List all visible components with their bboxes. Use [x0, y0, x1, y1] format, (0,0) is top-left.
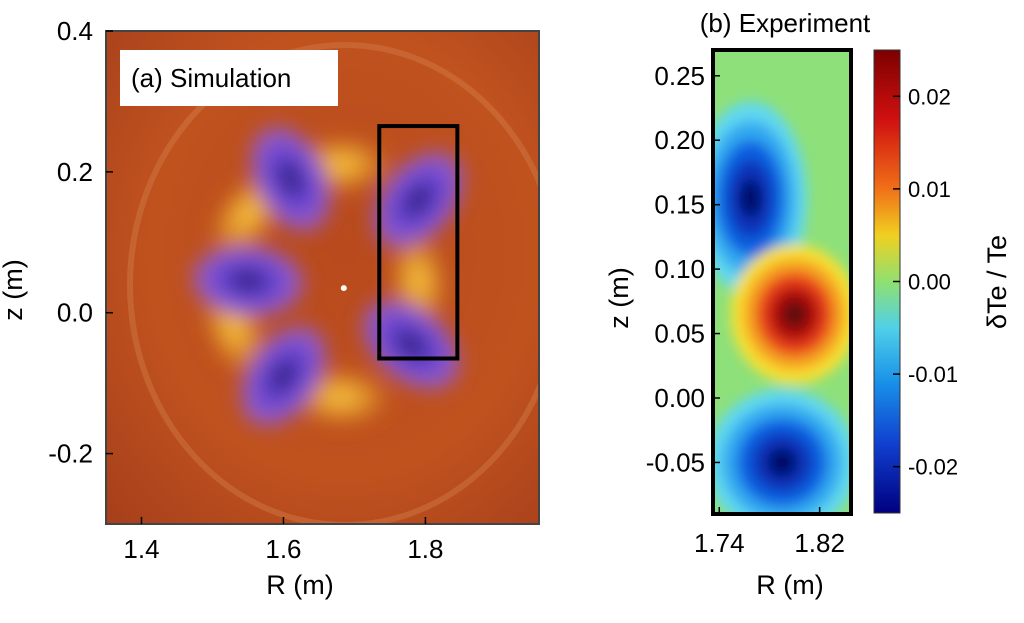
y-tick-label: 0.15 [654, 190, 705, 220]
flux-ring [127, 42, 539, 524]
panel-a-plot-area [106, 31, 539, 524]
x-tick-label: 1.4 [123, 534, 159, 564]
panel-a-label-box: (a) Simulation [120, 50, 338, 106]
cool-contour [766, 447, 798, 478]
y-tick-label: 0.4 [57, 16, 93, 46]
cool-lobe [186, 240, 310, 322]
colorbar-tick-label: -0.01 [908, 362, 958, 387]
panel-a-xlabel: R (m) [266, 570, 333, 600]
x-tick-label: 1.6 [265, 534, 301, 564]
cool-lobe [245, 120, 336, 238]
y-tick-label: 0.00 [654, 383, 705, 413]
cool-lobe [357, 294, 466, 395]
panel-b-axes: 1.74 1.82 0.25 0.20 0.15 0.10 0.05 0.00 -0.05 [646, 61, 845, 558]
panel-a-axes: 1.4 1.6 1.8 0.4 0.2 0.0 -0.2 [48, 16, 443, 564]
x-tick-label: 1.82 [794, 528, 845, 558]
colorbar-label: δTe / Te [982, 235, 1012, 329]
panel-a-ylabel: z (m) [0, 259, 28, 320]
magnetic-axis-marker [340, 285, 347, 292]
y-tick-label: -0.05 [646, 447, 705, 477]
cool-lobe [367, 146, 469, 254]
cool-contour [739, 178, 762, 218]
y-tick-label: 0.10 [654, 254, 705, 284]
panel-a-label: (a) Simulation [131, 63, 291, 93]
panel-b-ylabel: z (m) [604, 267, 634, 328]
colorbar-tick-label: -0.02 [908, 455, 958, 480]
y-tick-label: 0.05 [654, 319, 705, 349]
y-tick-label: 0.2 [57, 157, 93, 187]
panel-b: (b) Experiment 1.74 1.82 0.25 0.20 0.15 0.10 0… [604, 8, 871, 600]
x-tick-label: 1.8 [407, 534, 443, 564]
panel-b-title: (b) Experiment [700, 8, 871, 38]
experiment-window-box [377, 124, 460, 361]
y-tick-label: 0.20 [654, 125, 705, 155]
colorbar-tick-label: 0.01 [908, 177, 951, 202]
panel-b-xlabel: R (m) [756, 570, 823, 600]
panel-b-frame [711, 48, 853, 516]
y-tick-label: 0.0 [57, 298, 93, 328]
colorbar-tick-label: 0.02 [908, 84, 951, 109]
colorbar-tick-label: 0.00 [908, 270, 951, 295]
cool-lobe [235, 320, 332, 433]
x-tick-label: 1.74 [694, 528, 745, 558]
colorbar: 0.02 0.01 0.00 -0.01 -0.02 δTe / Te [873, 49, 1012, 514]
panel-a: (a) Simulation 1.4 1.6 1.8 0.4 0.2 0.0 -0.2 R … [0, 16, 540, 600]
y-tick-label: -0.2 [48, 439, 93, 469]
warm-contour [781, 300, 808, 329]
colorbar-ticks: 0.02 0.01 0.00 -0.01 -0.02 [893, 84, 958, 480]
panel-a-frame [105, 30, 540, 525]
y-tick-label: 0.25 [654, 61, 705, 91]
